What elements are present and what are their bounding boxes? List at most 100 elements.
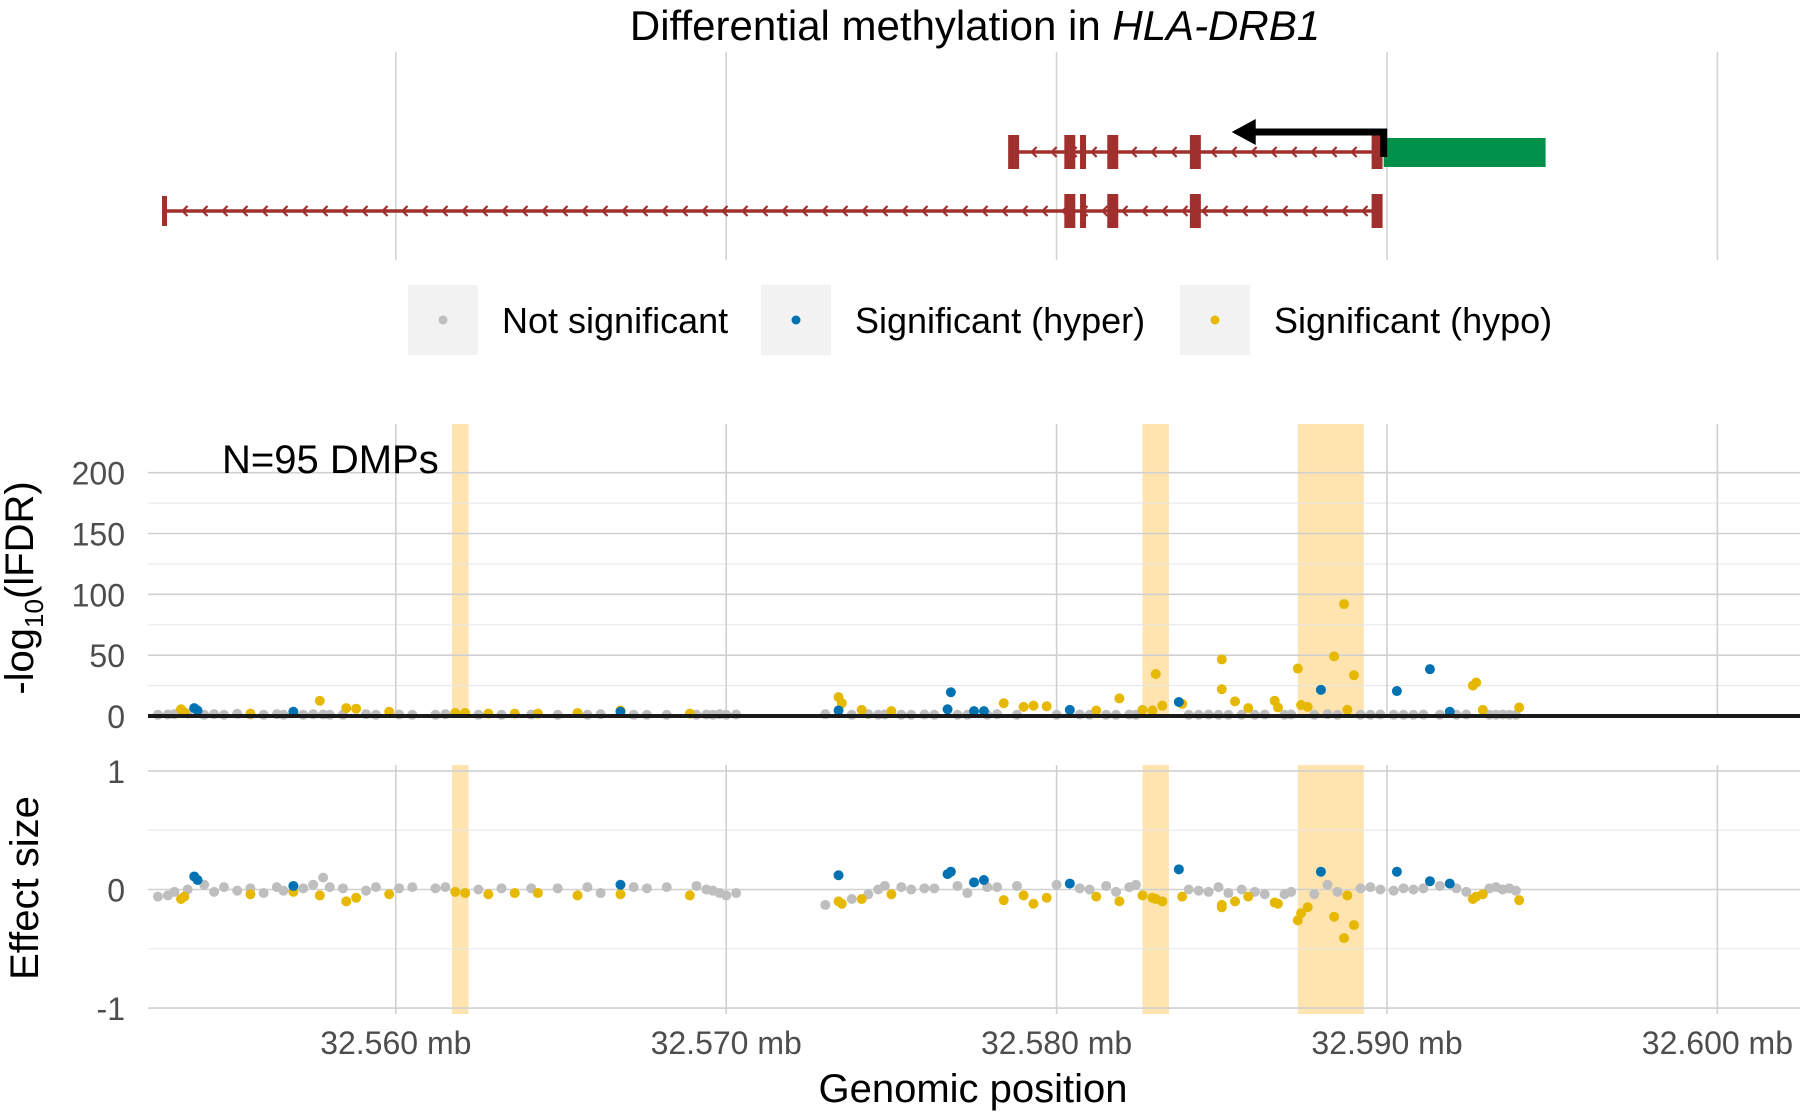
- strand-chevron: [820, 205, 829, 217]
- effect-size-panel: -1 0 1: [97, 754, 1800, 1027]
- point-hyper: [1391, 866, 1402, 877]
- strand-chevron: [500, 205, 509, 217]
- y-tick-label: 150: [72, 517, 125, 553]
- y-tick-label: 200: [72, 456, 125, 492]
- point-not-significant: [628, 882, 639, 893]
- strand-chevron: [540, 205, 549, 217]
- strand-chevron: [960, 205, 969, 217]
- point-hypo: [1018, 890, 1029, 901]
- point-hyper: [192, 875, 203, 886]
- point-not-significant: [232, 885, 243, 896]
- point-not-significant: [1011, 880, 1022, 891]
- point-not-significant: [218, 882, 229, 893]
- strand-chevron: [440, 205, 449, 217]
- point-hypo: [1137, 890, 1148, 901]
- point-not-significant: [896, 882, 907, 893]
- strand-chevron: [940, 205, 949, 217]
- point-hypo: [1302, 701, 1313, 712]
- strand-chevron: [860, 205, 869, 217]
- point-hypo: [1477, 889, 1488, 900]
- title-gene: HLA-DRB1: [1112, 2, 1320, 49]
- strand-chevron: [1280, 205, 1289, 217]
- point-hyper: [969, 877, 979, 888]
- point-hypo: [1272, 898, 1283, 909]
- point-hypo: [1028, 898, 1039, 909]
- point-hyper: [942, 704, 953, 715]
- point-not-significant: [1183, 884, 1194, 895]
- strand-chevron: [240, 205, 249, 217]
- strand-chevron: [1210, 146, 1218, 158]
- point-not-significant: [1461, 886, 1472, 897]
- y-tick-label: 0: [107, 873, 125, 909]
- y-axis-label-effect: Effect size: [3, 796, 47, 980]
- point-not-significant: [1051, 879, 1062, 890]
- strand-chevron: [1200, 205, 1209, 217]
- strand-chevron: [880, 205, 889, 217]
- strand-chevron: [200, 205, 209, 217]
- strand-chevron: [1050, 146, 1058, 158]
- point-hyper: [833, 705, 844, 716]
- point-not-significant: [1074, 883, 1085, 894]
- point-hypo: [351, 892, 362, 903]
- point-hypo: [886, 889, 897, 900]
- point-hypo: [1177, 891, 1188, 902]
- point-hypo: [1339, 933, 1350, 944]
- ylabel-main: -log: [0, 628, 42, 695]
- y-tick-label: 100: [72, 577, 125, 613]
- strand-chevron: [1300, 205, 1309, 217]
- point-not-significant: [1434, 880, 1445, 891]
- point-not-significant: [1213, 882, 1224, 893]
- point-hypo: [450, 886, 461, 897]
- point-not-significant: [1084, 884, 1095, 895]
- point-hypo: [460, 888, 471, 899]
- point-hyper: [288, 880, 299, 891]
- point-hypo: [314, 695, 325, 706]
- strand-chevron: [380, 205, 389, 217]
- point-not-significant: [1365, 882, 1376, 893]
- point-hypo: [245, 889, 256, 900]
- point-not-significant: [430, 883, 441, 894]
- point-not-significant: [361, 885, 372, 896]
- point-hypo: [1302, 902, 1313, 913]
- point-hypo: [1091, 705, 1102, 716]
- point-hypo: [684, 890, 695, 901]
- point-not-significant: [169, 886, 180, 897]
- point-not-significant: [308, 879, 319, 890]
- y-tick-label: 50: [89, 638, 125, 674]
- point-hypo: [856, 893, 867, 904]
- point-hyper: [192, 705, 203, 716]
- point-not-significant: [595, 888, 606, 899]
- point-hypo: [1157, 896, 1168, 907]
- strand-chevron: [1000, 205, 1009, 217]
- point-not-significant: [278, 885, 289, 896]
- point-not-significant: [661, 882, 672, 893]
- point-hypo: [1292, 663, 1303, 674]
- tss-arrow-shaft: [1247, 128, 1388, 157]
- x-axis-title: Genomic position: [818, 1067, 1127, 1111]
- point-hypo: [1339, 599, 1350, 610]
- transcript-2: [162, 194, 1383, 228]
- point-hypo: [1514, 702, 1525, 713]
- strand-chevron: [520, 205, 529, 217]
- point-hyper: [978, 706, 989, 717]
- strand-chevron: [580, 205, 589, 217]
- title-prefix: Differential methylation in: [630, 2, 1112, 49]
- point-hyper: [978, 875, 989, 886]
- point-not-significant: [582, 882, 593, 893]
- strand-chevron: [340, 205, 349, 217]
- point-not-significant: [298, 883, 309, 894]
- point-not-significant: [552, 883, 563, 894]
- x-tick-label: 32.600 mb: [1642, 1025, 1793, 1061]
- legend-label: Not significant: [502, 300, 728, 341]
- strand-chevron: [1310, 146, 1318, 158]
- point-hypo: [314, 890, 325, 901]
- point-not-significant: [1130, 879, 1141, 890]
- exon: [1107, 194, 1119, 228]
- point-hypo: [1018, 701, 1029, 712]
- point-hypo: [1243, 891, 1254, 902]
- point-hypo: [1028, 700, 1039, 711]
- promoter-region: [1383, 138, 1546, 167]
- point-hypo: [1342, 704, 1353, 715]
- ylabel-sub: 10: [19, 599, 49, 628]
- strand-chevron: [740, 205, 749, 217]
